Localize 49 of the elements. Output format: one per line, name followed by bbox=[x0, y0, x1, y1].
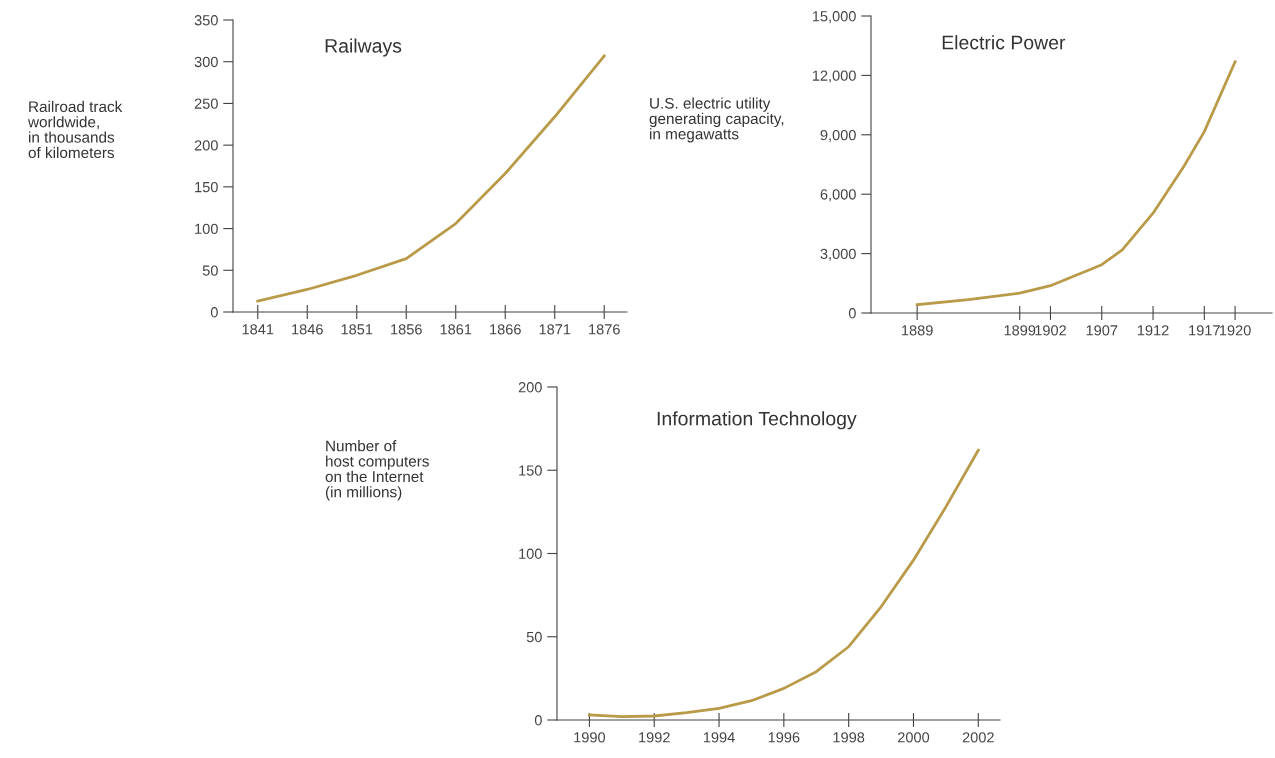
y-tick-label: 0 bbox=[210, 307, 218, 318]
y-tick-label: 50 bbox=[202, 265, 218, 276]
x-tick-label: 2002 bbox=[962, 732, 994, 743]
x-tick-label: 1841 bbox=[242, 324, 274, 335]
y-axis-title: U.S. electric utility generating capacity, in megawatts bbox=[649, 97, 784, 143]
text: Railways bbox=[325, 38, 402, 57]
y-tick-label: 3,000 bbox=[820, 248, 856, 261]
x-tick-label: 1889 bbox=[902, 325, 933, 336]
x-tick-label: 1998 bbox=[833, 732, 865, 743]
line-series bbox=[588, 448, 980, 719]
x-tick-label: 1861 bbox=[440, 324, 472, 335]
x-tick-label: 1876 bbox=[589, 324, 620, 335]
y-tick-label: 150 bbox=[519, 465, 542, 476]
y-axis-title: Railroad track worldwide, in thousands of kilometers bbox=[27, 100, 123, 159]
y-tick-label: 15,000 bbox=[812, 11, 856, 24]
y-tick-label: 200 bbox=[518, 382, 542, 393]
y-tick-label: 100 bbox=[195, 223, 218, 234]
y-tick-label: 200 bbox=[194, 140, 218, 151]
x-tick-label: 1992 bbox=[639, 732, 670, 743]
x-tick-label: 1856 bbox=[391, 324, 422, 335]
x-tick-label: 1871 bbox=[539, 324, 571, 335]
y-tick-label: 300 bbox=[194, 56, 218, 68]
x-tick-label: 1996 bbox=[768, 732, 800, 743]
x-tick-label: 1902 bbox=[1035, 325, 1066, 336]
x-tick-label: 1899 bbox=[1004, 325, 1036, 336]
y-axis-title: Number of host computers on the Internet (in millions) bbox=[325, 440, 429, 501]
y-tick-label: 100 bbox=[519, 548, 542, 559]
x-tick-label: 1990 bbox=[574, 732, 606, 743]
y-tick-label: 350 bbox=[194, 15, 218, 26]
text: Information Technology bbox=[657, 411, 857, 430]
y-tick-label: 9,000 bbox=[820, 129, 856, 142]
x-tick-label: 1866 bbox=[490, 324, 521, 335]
x-tick-label: 1851 bbox=[341, 324, 373, 335]
x-tick-label: 1912 bbox=[1137, 325, 1169, 336]
y-tick-label: 250 bbox=[194, 98, 218, 109]
y-tick-label: 12,000 bbox=[812, 70, 856, 83]
y-tick-label: 6,000 bbox=[820, 189, 856, 202]
x-tick-label: 1846 bbox=[292, 324, 323, 335]
x-tick-label: 1907 bbox=[1086, 325, 1118, 336]
line-series bbox=[915, 60, 1237, 307]
y-tick-label: 50 bbox=[526, 631, 542, 643]
x-tick-label: 2000 bbox=[897, 732, 930, 743]
y-tick-label: 0 bbox=[534, 715, 542, 726]
x-tick-label: 1994 bbox=[703, 732, 735, 743]
y-tick-label: 0 bbox=[848, 308, 856, 319]
x-tick-label: 1920 bbox=[1219, 325, 1251, 336]
x-tick-label: 1917 bbox=[1189, 325, 1220, 336]
text: Electric Power bbox=[942, 35, 1066, 50]
y-tick-label: 150 bbox=[195, 181, 218, 193]
